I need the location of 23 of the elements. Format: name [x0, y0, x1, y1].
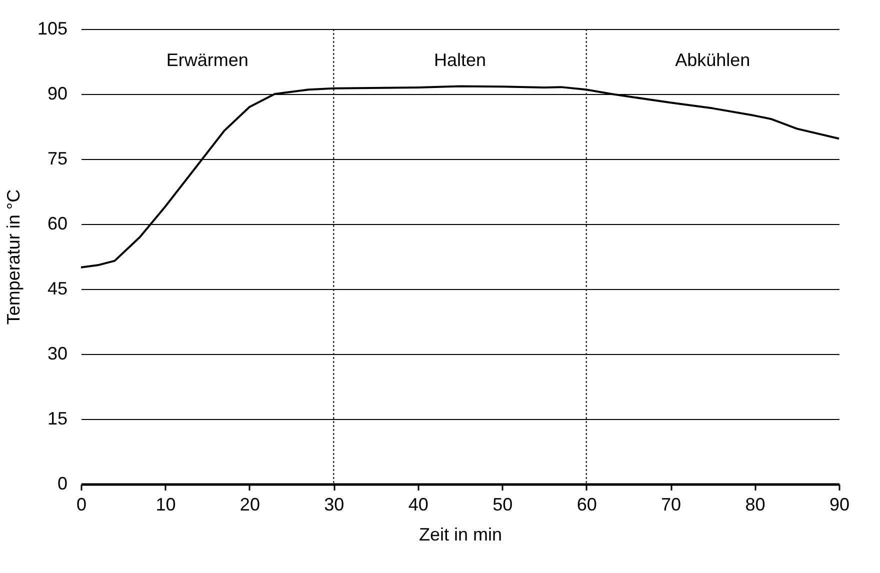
x-tick-label: 80: [745, 494, 766, 514]
x-tick-label: 30: [324, 494, 344, 514]
x-axis-title: Zeit in min: [418, 524, 502, 544]
y-tick-label: 15: [47, 408, 68, 428]
y-tick-label: 60: [47, 214, 68, 234]
annotation: Abkühlen: [675, 50, 750, 70]
y-tick-label: 0: [57, 474, 68, 494]
x-tick-label: 90: [829, 494, 850, 514]
y-tick-label: 90: [47, 84, 68, 104]
y-tick-label: 30: [47, 344, 68, 364]
annotation: Erwärmen: [166, 50, 248, 70]
x-tick-label: 60: [576, 494, 597, 514]
x-tick-label: 20: [240, 494, 260, 514]
y-axis-title: Temperatur in °C: [3, 189, 24, 325]
y-tick-label: 45: [47, 278, 68, 298]
y-tick-label: 75: [47, 148, 68, 168]
x-tick-label: 70: [661, 494, 682, 514]
x-tick-label: 50: [492, 494, 513, 514]
x-tick-label: 10: [156, 494, 176, 514]
y-tick-label: 105: [37, 18, 68, 38]
annotation: Halten: [434, 50, 486, 70]
x-tick-label: 40: [408, 494, 428, 514]
x-tick-label: 0: [76, 494, 87, 514]
